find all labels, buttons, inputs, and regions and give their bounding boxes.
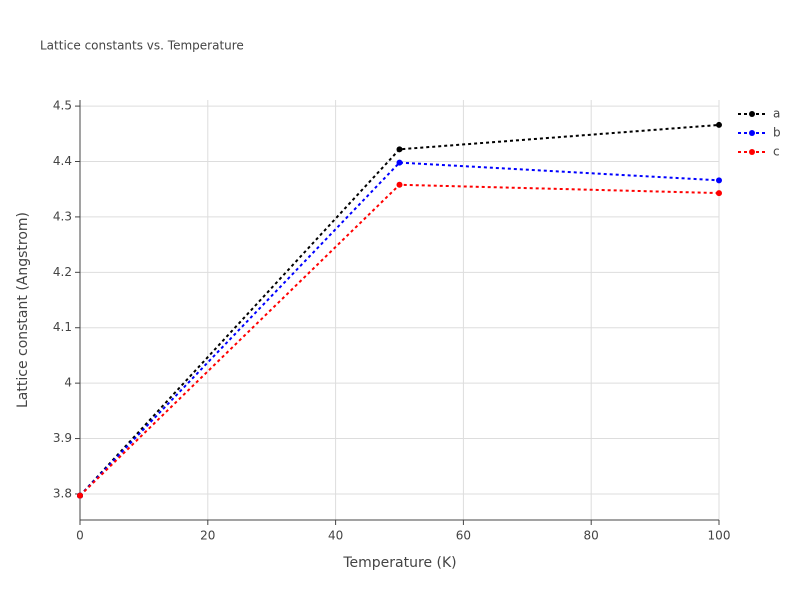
x-tick-label: 60 bbox=[456, 529, 471, 543]
line bbox=[79, 161, 720, 497]
legend-label: b bbox=[773, 126, 781, 140]
point bbox=[77, 492, 83, 499]
x-tick-label: 0 bbox=[76, 529, 84, 543]
x-tick-label: 20 bbox=[200, 529, 215, 543]
y-tick-label: 4.3 bbox=[53, 209, 72, 223]
legend-marker bbox=[749, 149, 755, 155]
y-axis-title: Lattice constant (Angstrom) bbox=[15, 212, 31, 408]
y-tick-label: 4.4 bbox=[53, 154, 72, 168]
x-tick-label: 40 bbox=[328, 529, 343, 543]
point bbox=[396, 146, 403, 153]
point bbox=[716, 121, 722, 128]
legend-label: c bbox=[773, 145, 780, 159]
legend-label: a bbox=[773, 107, 780, 121]
y-tick-label: 4.2 bbox=[53, 265, 72, 279]
line bbox=[79, 123, 720, 497]
y-tick-label: 4.5 bbox=[53, 99, 72, 113]
point bbox=[396, 181, 403, 188]
x-tick-label: 100 bbox=[708, 529, 731, 543]
chart-title: Lattice constants vs. Temperature bbox=[40, 39, 244, 53]
x-tick-label: 80 bbox=[584, 529, 599, 543]
y-tick-label: 3.8 bbox=[53, 486, 72, 500]
y-tick-label: 4 bbox=[64, 376, 72, 390]
legend-marker bbox=[749, 111, 755, 117]
legend-marker bbox=[749, 130, 755, 136]
y-tick-label: 4.1 bbox=[53, 320, 72, 334]
point bbox=[716, 190, 722, 197]
point bbox=[716, 177, 722, 184]
line bbox=[79, 183, 720, 497]
y-tick-label: 3.9 bbox=[53, 431, 72, 445]
x-axis-title: Temperature (K) bbox=[342, 555, 456, 571]
point bbox=[396, 159, 403, 166]
